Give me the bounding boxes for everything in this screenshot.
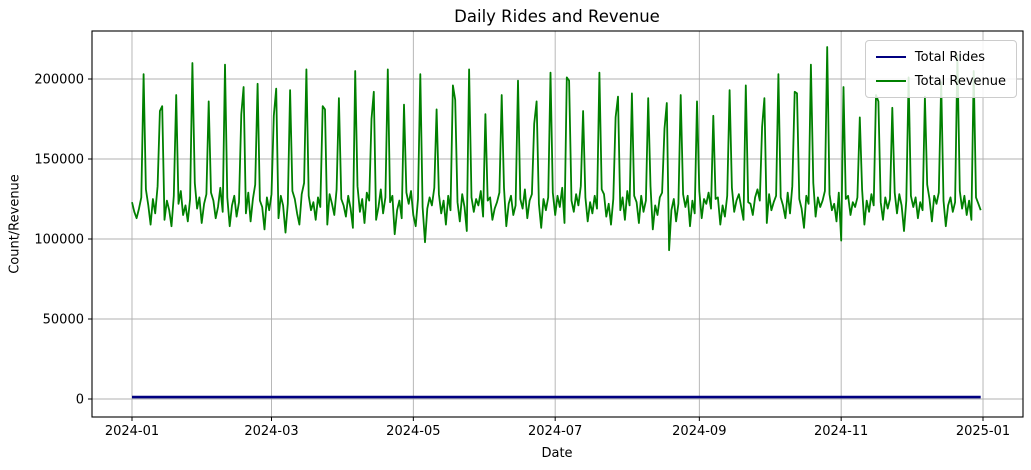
y-tick-label: 200000 bbox=[34, 73, 84, 88]
legend-item-total-rides: Total Rides bbox=[875, 48, 1006, 66]
y-tick-label: 0 bbox=[76, 393, 84, 408]
x-axis-label: Date bbox=[541, 446, 573, 461]
y-axis-label: Count/Revenue bbox=[7, 174, 23, 274]
x-tick-label: 2024-01 bbox=[105, 424, 159, 439]
x-tick-label: 2024-03 bbox=[244, 424, 298, 439]
y-tick-label: 50000 bbox=[43, 313, 84, 328]
rides-line-swatch bbox=[875, 56, 906, 58]
legend-label-total-rides: Total Rides bbox=[914, 49, 986, 65]
x-tick-label: 2024-09 bbox=[672, 424, 726, 439]
legend-item-total-revenue: Total Revenue bbox=[875, 72, 1006, 90]
x-tick-label: 2024-11 bbox=[814, 424, 868, 439]
legend: Total Rides Total Revenue bbox=[864, 40, 1017, 98]
legend-label-total-revenue: Total Revenue bbox=[914, 73, 1006, 89]
y-tick-label: 100000 bbox=[34, 233, 84, 248]
total-revenue-line bbox=[131, 46, 982, 252]
x-tick-label: 2024-05 bbox=[386, 424, 440, 439]
y-tick-label: 150000 bbox=[34, 153, 84, 168]
revenue-line-swatch bbox=[875, 80, 906, 82]
axes-border bbox=[91, 30, 1024, 418]
chart-title: Daily Rides and Revenue bbox=[454, 7, 660, 26]
x-tick-label: 2025-01 bbox=[956, 424, 1010, 439]
x-tick-label: 2024-07 bbox=[528, 424, 582, 439]
